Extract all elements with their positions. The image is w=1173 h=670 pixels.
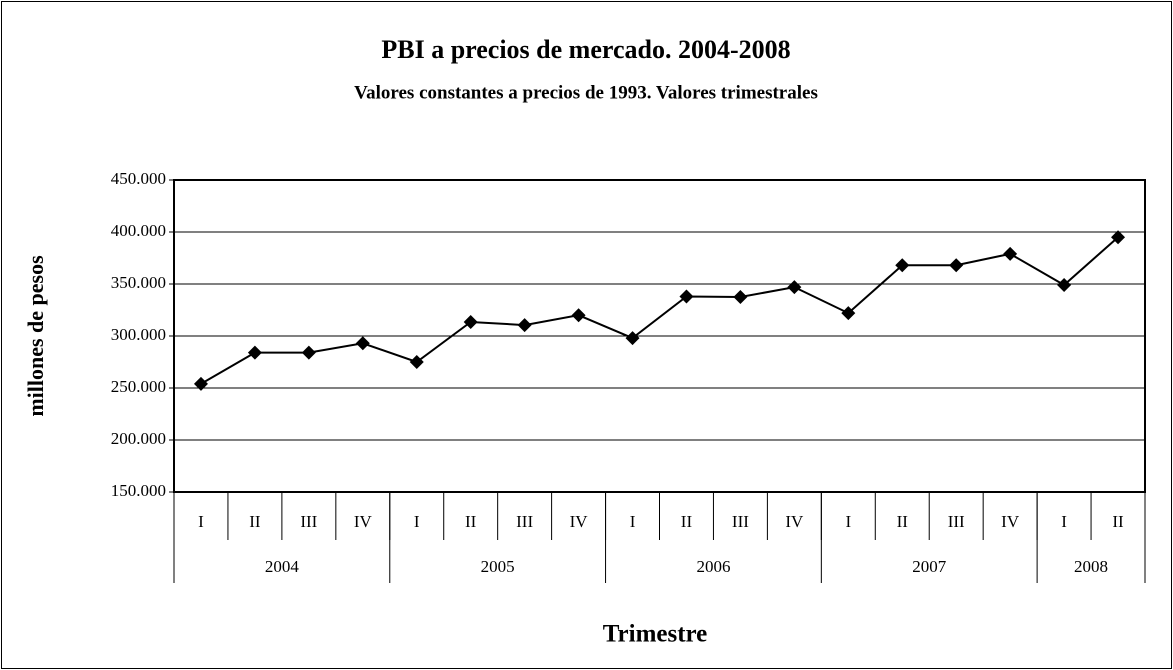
y-tick-label: 450.000	[111, 169, 166, 188]
data-marker	[625, 331, 640, 346]
x-group-label: 2006	[696, 557, 730, 576]
data-marker	[1057, 278, 1072, 293]
data-marker	[787, 280, 802, 295]
x-group-label: 2008	[1074, 557, 1108, 576]
data-marker	[1111, 230, 1126, 245]
x-group-label: 2007	[912, 557, 947, 576]
y-tick-label: 400.000	[111, 221, 166, 240]
y-axis-title: millones de pesos	[23, 255, 48, 417]
x-tick-label: I	[414, 512, 420, 531]
data-marker	[1003, 246, 1018, 261]
x-tick-label: II	[465, 512, 477, 531]
x-tick-label: I	[198, 512, 204, 531]
x-tick-label: II	[897, 512, 909, 531]
x-tick-label: I	[845, 512, 851, 531]
data-marker	[733, 290, 748, 304]
data-marker	[679, 289, 694, 304]
data-marker	[571, 308, 586, 323]
data-line	[200, 236, 1119, 385]
x-tick-label: I	[630, 512, 636, 531]
x-tick-label: III	[516, 512, 533, 531]
chart-subtitle: Valores constantes a precios de 1993. Va…	[354, 82, 818, 103]
x-tick-label: II	[249, 512, 261, 531]
x-group-label: 2004	[265, 557, 300, 576]
x-tick-label: III	[300, 512, 317, 531]
data-marker	[463, 314, 478, 329]
x-tick-label: III	[732, 512, 749, 531]
data-marker	[409, 355, 424, 369]
x-tick-label: IV	[570, 512, 589, 531]
data-marker	[193, 376, 208, 391]
x-axis-title: Trimestre	[603, 621, 708, 648]
x-tick-label: IV	[354, 512, 373, 531]
data-marker	[841, 306, 856, 321]
data-marker	[517, 318, 532, 333]
y-tick-label: 200.000	[111, 429, 166, 448]
y-tick-label: 350.000	[111, 273, 166, 292]
data-marker	[949, 258, 964, 273]
x-tick-label: IV	[785, 512, 804, 531]
y-tick-label: 300.000	[111, 325, 166, 344]
data-marker	[301, 345, 316, 360]
x-tick-label: I	[1061, 512, 1067, 531]
data-marker	[355, 336, 370, 351]
data-marker	[895, 258, 910, 273]
x-tick-label: IV	[1001, 512, 1020, 531]
x-tick-label: II	[1112, 512, 1124, 531]
x-tick-label: III	[948, 512, 965, 531]
y-tick-label: 150.000	[111, 481, 166, 500]
y-tick-label: 250.000	[111, 377, 166, 396]
x-tick-label: II	[681, 512, 693, 531]
data-marker	[247, 345, 262, 360]
chart-title: PBI a precios de mercado. 2004-2008	[381, 35, 790, 64]
x-group-label: 2005	[481, 557, 515, 576]
